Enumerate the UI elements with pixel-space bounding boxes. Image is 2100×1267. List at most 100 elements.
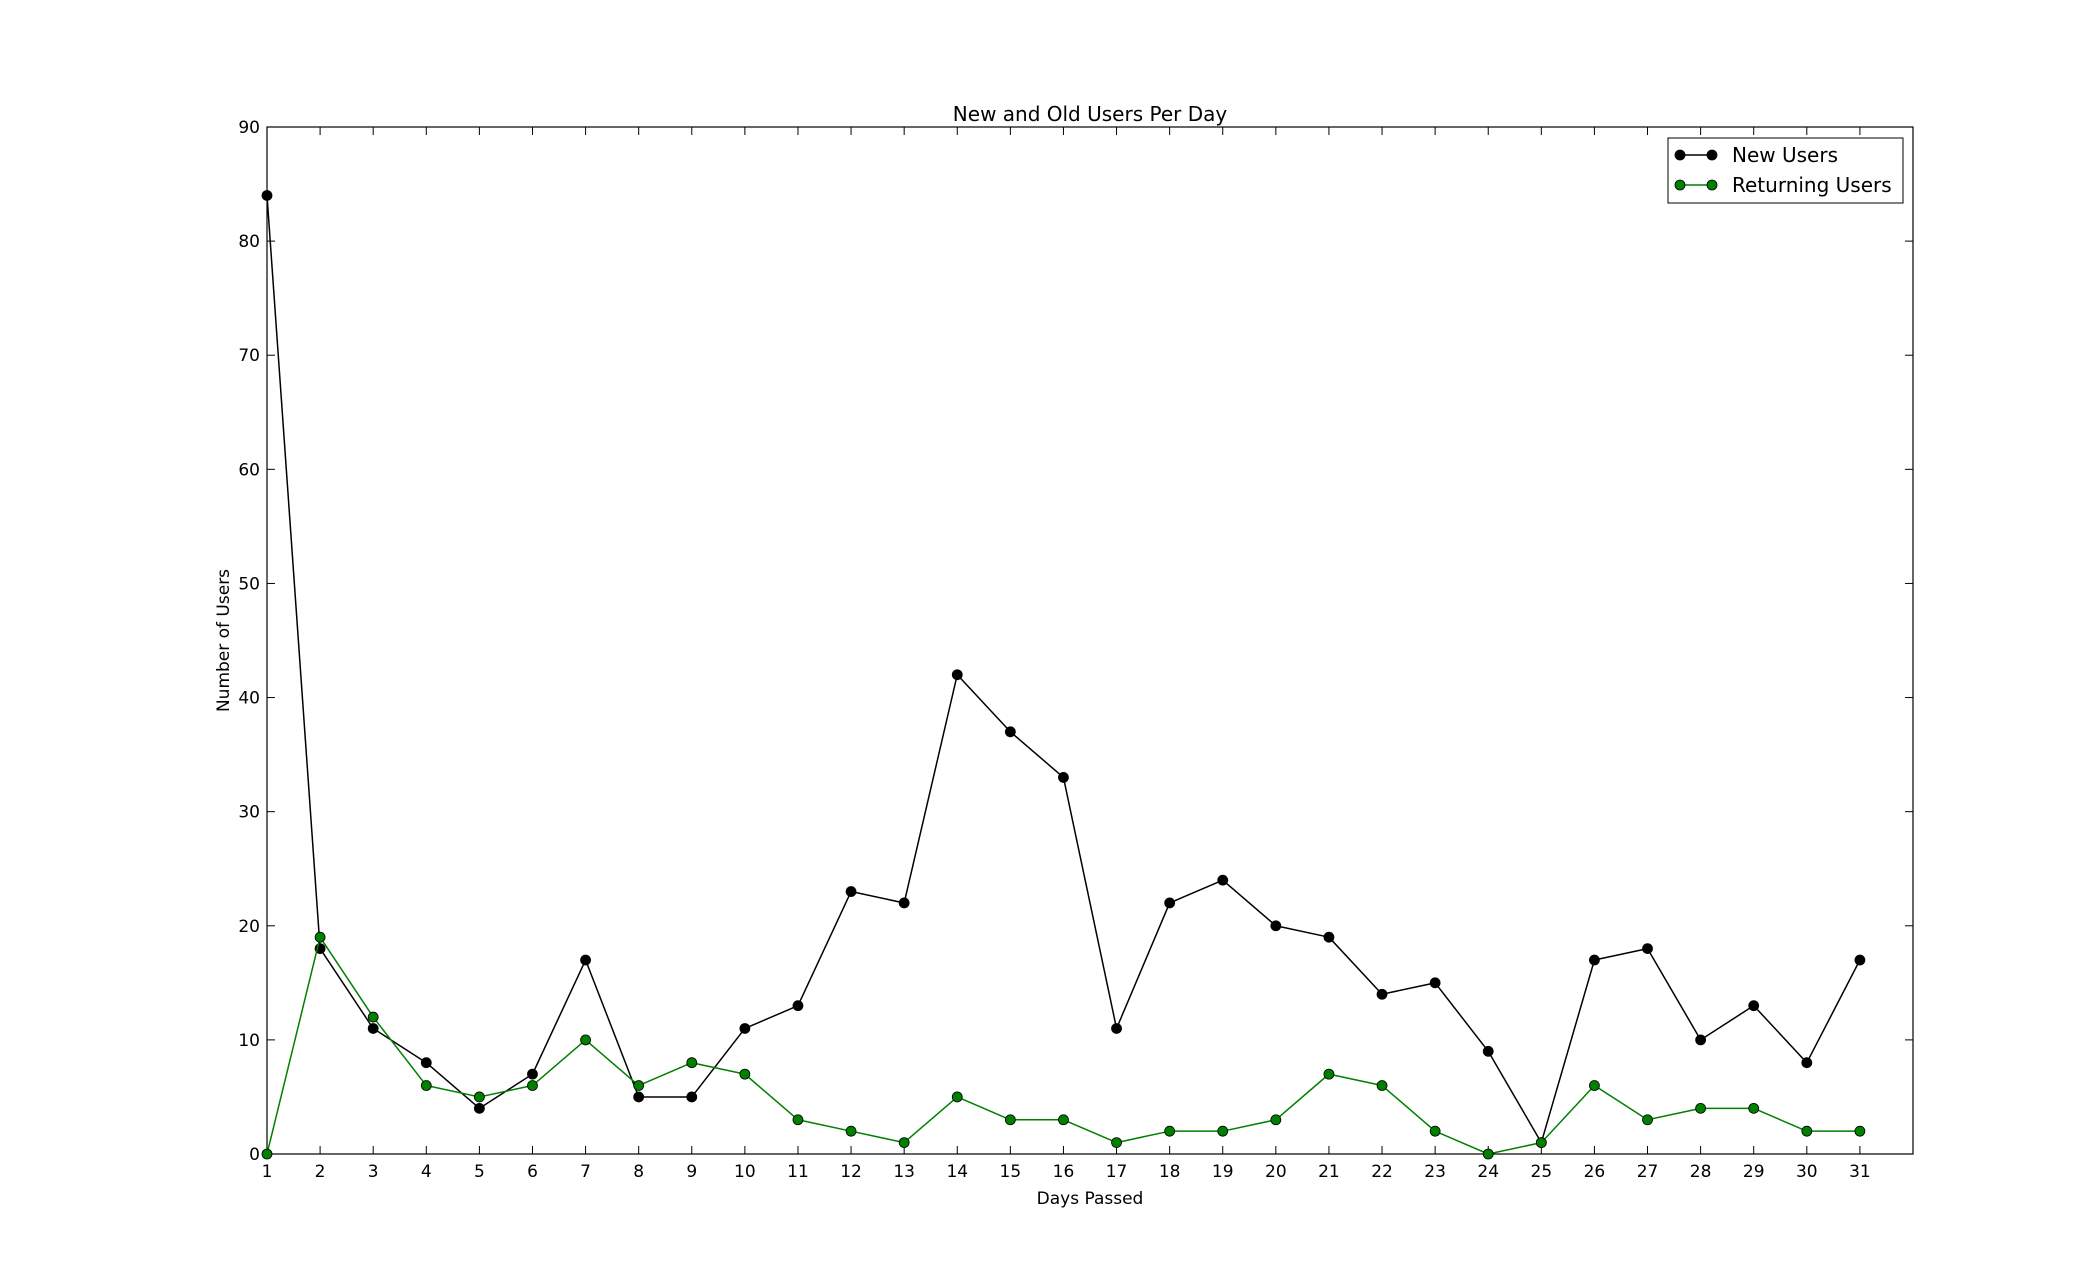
x-tick-label: 2 <box>315 1162 326 1182</box>
x-tick-label: 25 <box>1531 1162 1553 1182</box>
x-tick-label: 30 <box>1796 1162 1818 1182</box>
x-tick-label: 7 <box>580 1162 591 1182</box>
legend-marker-new-users <box>1706 149 1718 161</box>
data-point-returning-users <box>1376 1080 1388 1091</box>
data-point-returning-users <box>633 1080 645 1091</box>
data-point-new-users <box>473 1102 485 1114</box>
data-point-new-users <box>1801 1057 1813 1069</box>
x-tick-label: 16 <box>1053 1162 1075 1182</box>
x-tick-label: 13 <box>893 1162 915 1182</box>
data-point-returning-users <box>686 1057 698 1069</box>
y-tick-label: 40 <box>238 689 260 709</box>
data-point-new-users <box>1323 931 1335 943</box>
data-point-new-users <box>527 1068 538 1080</box>
x-tick-label: 21 <box>1318 1162 1340 1182</box>
y-tick-label: 50 <box>238 574 260 594</box>
data-point-returning-users <box>1270 1114 1282 1126</box>
data-point-returning-users <box>1589 1080 1600 1091</box>
data-point-new-users <box>686 1091 698 1103</box>
x-tick-label: 29 <box>1743 1162 1765 1182</box>
x-tick-label: 27 <box>1637 1162 1659 1182</box>
data-point-returning-users <box>314 931 326 943</box>
x-tick-label: 15 <box>1000 1162 1022 1182</box>
data-point-returning-users <box>1854 1125 1866 1137</box>
data-point-returning-users <box>367 1011 379 1023</box>
x-tick-label: 17 <box>1106 1162 1128 1182</box>
x-tick-label: 28 <box>1690 1162 1712 1182</box>
data-point-returning-users <box>1058 1114 1069 1126</box>
data-point-returning-users <box>739 1068 751 1080</box>
x-tick-label: 24 <box>1477 1162 1499 1182</box>
data-point-new-users <box>1642 943 1653 954</box>
data-point-new-users <box>739 1023 751 1034</box>
data-point-new-users <box>1589 954 1600 966</box>
y-tick-label: 20 <box>238 917 260 937</box>
data-point-new-users <box>1004 726 1016 738</box>
x-tick-label: 14 <box>946 1162 968 1182</box>
legend-label-new-users: New Users <box>1732 143 1838 167</box>
data-point-returning-users <box>1482 1148 1494 1160</box>
legend-label-returning-users: Returning Users <box>1732 173 1892 197</box>
x-tick-label: 23 <box>1424 1162 1446 1182</box>
plot-border <box>266 126 1914 1155</box>
data-point-new-users <box>633 1091 645 1103</box>
data-point-new-users <box>845 886 857 897</box>
x-tick-label: 10 <box>734 1162 756 1182</box>
legend-marker-returning-users <box>1674 179 1686 191</box>
legend-marker-new-users <box>1674 149 1686 161</box>
data-point-returning-users <box>473 1091 485 1103</box>
legend-marker-returning-users <box>1706 179 1718 191</box>
axis-ticks: 1 2 3 4 5 6 7 8 9 10 11 12 13 14 15 16 17 18 19 20 21 22 23 24 2… <box>238 118 1913 1182</box>
data-point-returning-users <box>1217 1125 1229 1137</box>
data-point-new-users <box>1748 1000 1760 1012</box>
data-point-returning-users <box>1642 1114 1653 1126</box>
data-point-new-users <box>1164 897 1176 909</box>
x-tick-label: 18 <box>1159 1162 1181 1182</box>
x-tick-label: 26 <box>1584 1162 1606 1182</box>
y-tick-label: 80 <box>238 232 260 252</box>
data-point-new-users <box>898 897 910 909</box>
data-point-returning-users <box>1695 1102 1707 1114</box>
data-point-new-users <box>580 954 591 966</box>
data-point-returning-users <box>1323 1068 1335 1080</box>
x-tick-label: 11 <box>787 1162 809 1182</box>
data-point-returning-users <box>792 1114 804 1126</box>
x-tick-label: 12 <box>840 1162 862 1182</box>
x-tick-label: 31 <box>1849 1162 1871 1182</box>
series-line-new-users <box>266 195 1861 1144</box>
data-point-new-users <box>261 190 273 201</box>
y-tick-label: 10 <box>238 1031 260 1051</box>
data-point-returning-users <box>261 1148 273 1160</box>
data-point-returning-users <box>1801 1125 1813 1137</box>
x-tick-label: 6 <box>527 1162 538 1182</box>
data-point-new-users <box>1482 1045 1494 1057</box>
data-point-returning-users <box>1429 1125 1441 1137</box>
data-point-new-users <box>1695 1034 1707 1046</box>
data-point-new-users <box>792 1000 804 1012</box>
data-point-new-users <box>1270 920 1282 932</box>
x-tick-label: 3 <box>368 1162 379 1182</box>
x-tick-label: 5 <box>474 1162 485 1182</box>
data-point-returning-users <box>580 1034 591 1046</box>
x-axis-label: Days Passed <box>1037 1189 1144 1209</box>
x-tick-label: 4 <box>421 1162 432 1182</box>
chart-title: New and Old Users Per Day <box>953 102 1228 126</box>
data-point-new-users <box>1217 874 1229 886</box>
data-point-new-users <box>1111 1023 1122 1034</box>
data-point-new-users <box>1376 988 1388 1000</box>
data-point-new-users <box>1058 772 1069 783</box>
data-point-returning-users <box>1004 1114 1016 1126</box>
x-tick-label: 1 <box>262 1162 273 1182</box>
x-tick-label: 20 <box>1265 1162 1287 1182</box>
y-tick-label: 30 <box>238 803 260 823</box>
data-point-returning-users <box>845 1125 857 1137</box>
data-point-new-users <box>951 669 963 681</box>
data-point-new-users <box>1854 954 1866 966</box>
data-point-returning-users <box>1748 1102 1760 1114</box>
data-point-returning-users <box>898 1137 910 1148</box>
x-tick-label: 22 <box>1371 1162 1393 1182</box>
y-tick-label: 70 <box>238 346 260 366</box>
y-tick-label: 0 <box>249 1145 260 1165</box>
legend-box <box>1667 137 1904 204</box>
